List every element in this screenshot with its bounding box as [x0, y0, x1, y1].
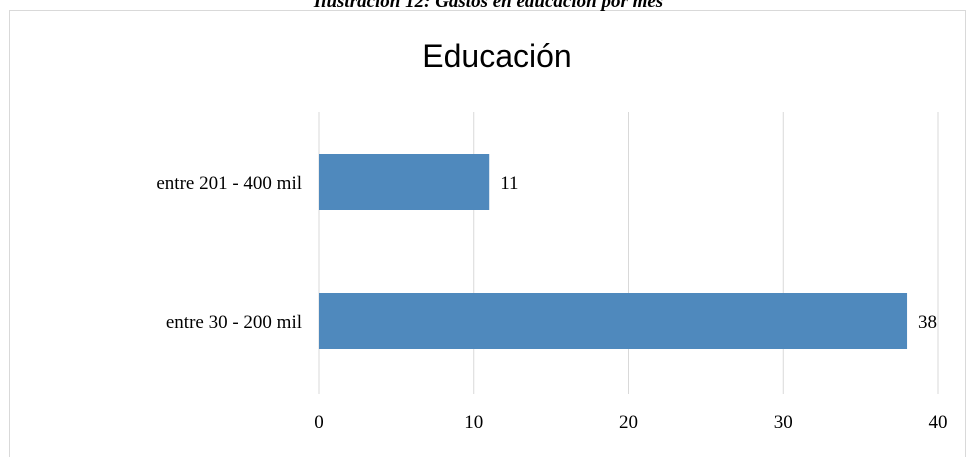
figure-caption: Ilustración 12: Gastos en educación por …	[313, 0, 664, 12]
bars	[319, 154, 908, 349]
x-tick-label-0: 0	[314, 412, 324, 433]
bar-2	[319, 293, 908, 349]
x-axis-tick-labels: 0 10 20 30 40	[314, 412, 947, 433]
chart-title: Educación	[422, 38, 571, 74]
data-label-2: 38	[918, 312, 937, 333]
x-tick-label-20: 20	[619, 412, 638, 433]
bar-1	[319, 154, 490, 210]
data-label-1: 11	[500, 173, 518, 194]
x-tick-label-40: 40	[929, 412, 948, 433]
category-label-2: entre 30 - 200 mil	[166, 312, 302, 333]
category-labels: entre 201 - 400 mil entre 30 - 200 mil	[156, 173, 302, 333]
chart-frame	[9, 10, 966, 457]
x-tick-label-30: 30	[774, 412, 793, 433]
category-label-1: entre 201 - 400 mil	[156, 173, 302, 194]
data-labels: 11 38	[500, 173, 937, 333]
x-tick-label-10: 10	[464, 412, 483, 433]
